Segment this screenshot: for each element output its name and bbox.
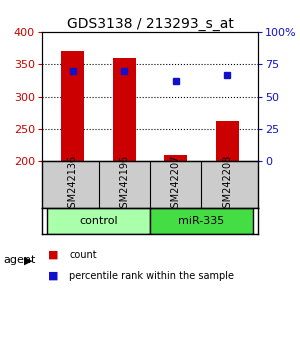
Text: GSM242207: GSM242207 (171, 155, 181, 214)
Bar (164, 155, 187, 161)
Text: ■: ■ (48, 271, 58, 281)
Bar (61, 51, 84, 161)
Text: percentile rank within the sample: percentile rank within the sample (69, 271, 234, 281)
Text: GSM242136: GSM242136 (68, 155, 78, 214)
Bar (47, 208, 150, 234)
Title: GDS3138 / 213293_s_at: GDS3138 / 213293_s_at (67, 17, 233, 31)
Bar (113, 58, 136, 161)
Text: GSM242208: GSM242208 (222, 155, 232, 214)
Text: GSM242196: GSM242196 (119, 155, 129, 214)
Text: count: count (69, 250, 97, 260)
Text: control: control (79, 216, 118, 226)
Text: ■: ■ (48, 250, 58, 260)
Bar (216, 121, 239, 161)
Text: agent: agent (3, 255, 35, 265)
Bar (150, 208, 253, 234)
Text: miR-335: miR-335 (178, 216, 225, 226)
Text: ▶: ▶ (24, 255, 32, 265)
